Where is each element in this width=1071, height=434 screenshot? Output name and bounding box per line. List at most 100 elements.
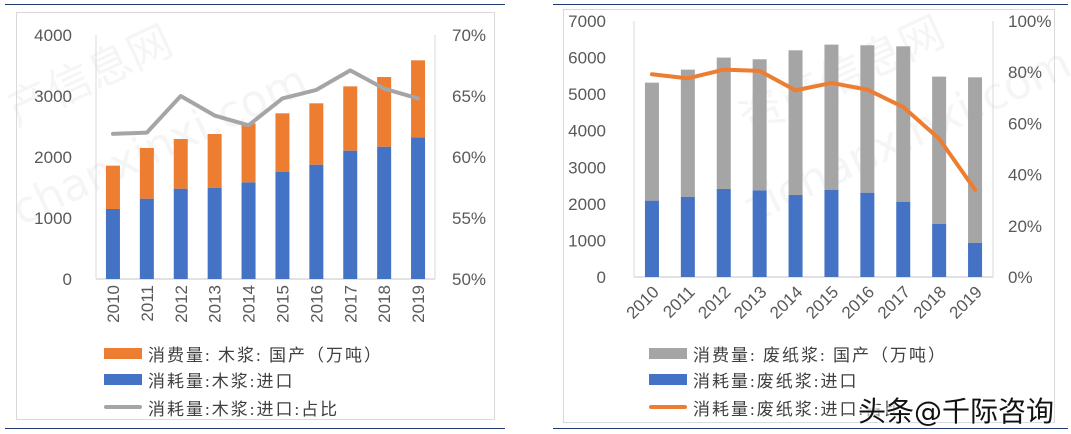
legend-label: 消费量: 木浆: 国产（万吨）	[148, 345, 383, 365]
bar-segment	[896, 201, 911, 277]
bar-segment	[716, 57, 731, 189]
ratio-line	[649, 67, 978, 192]
bar-segment	[241, 182, 256, 279]
x-tick-label: 2013	[206, 285, 225, 323]
left-tick-label: 3000	[568, 158, 606, 177]
legend-label: 消费量: 废纸浆: 国产（万吨）	[693, 345, 947, 365]
left-tick-label: 2000	[568, 195, 606, 214]
x-tick-label: 2013	[730, 282, 770, 322]
bar-segment	[105, 208, 120, 279]
legend-item: 消费量: 木浆: 国产（万吨）	[104, 342, 383, 365]
legend-item: 消耗量:废纸浆:进口:占比	[649, 396, 904, 419]
left-tick-label: 7000	[568, 12, 606, 31]
right-tick-label: 100%	[1008, 12, 1051, 31]
bar-segment	[377, 146, 392, 279]
bottom-rule	[5, 428, 505, 429]
bar-segment	[644, 200, 659, 277]
bar-segment	[139, 147, 154, 199]
bar-segment	[860, 45, 875, 193]
legend-swatch	[104, 405, 142, 409]
bar-segment	[275, 172, 290, 279]
x-tick-label: 2017	[874, 282, 914, 322]
x-tick-label: 2019	[409, 285, 428, 323]
left-tick-label: 4000	[568, 122, 606, 141]
chart-panel-waste-pulp	[563, 9, 1055, 423]
bar-segment	[896, 46, 911, 202]
x-tick-label: 2011	[138, 285, 157, 322]
bar-segment	[173, 188, 188, 279]
right-tick-label: 50%	[452, 270, 486, 289]
watermark: 头条@千际咨询	[858, 395, 1055, 428]
legend-label: 消耗量:木浆:进口	[148, 371, 295, 391]
top-rule	[553, 4, 1068, 5]
chart-panel-wood-pulp	[16, 12, 495, 420]
bar-segment	[309, 103, 324, 165]
bar-segment	[241, 123, 256, 183]
bar-segment	[716, 188, 731, 277]
legend-item: 消耗量:废纸浆:进口	[649, 368, 859, 391]
x-tick-label: 2018	[375, 285, 394, 323]
left-tick-label: 5000	[568, 85, 606, 104]
x-tick-label: 2019	[946, 282, 986, 322]
legend-swatch	[104, 373, 142, 385]
bar-segment	[343, 86, 358, 151]
right-tick-label: 65%	[452, 87, 486, 106]
x-tick-label: 2017	[341, 285, 360, 323]
bar-segment	[275, 113, 290, 173]
bar-segment	[968, 77, 983, 243]
right-tick-label: 60%	[1008, 114, 1042, 133]
left-tick-label: 1000	[34, 209, 72, 228]
bar-segment	[343, 150, 358, 279]
left-tick-label: 1000	[568, 231, 606, 250]
bar-segment	[309, 164, 324, 279]
right-tick-label: 60%	[452, 148, 486, 167]
bar-segment	[932, 76, 947, 225]
right-tick-label: 80%	[1008, 63, 1042, 82]
bar-segment	[377, 77, 392, 147]
bar-segment	[932, 224, 947, 277]
right-tick-label: 70%	[452, 26, 486, 45]
bar-segment	[968, 242, 983, 277]
left-tick-label: 2000	[34, 148, 72, 167]
right-tick-label: 0%	[1008, 268, 1033, 287]
bar-segment	[752, 190, 767, 277]
bar-segment	[860, 192, 875, 277]
x-tick-label: 2014	[766, 282, 806, 322]
x-tick-label: 2015	[273, 285, 292, 323]
bar-segment	[644, 82, 659, 201]
left-tick-label: 3000	[34, 87, 72, 106]
bar-segment	[105, 165, 120, 209]
left-tick-label: 0	[597, 268, 606, 287]
top-rule	[5, 4, 505, 5]
legend-label: 消耗量:废纸浆:进口	[693, 371, 859, 391]
x-tick-label: 2016	[307, 285, 326, 323]
bar-segment	[824, 44, 839, 190]
left-tick-label: 6000	[568, 49, 606, 68]
bar-segment	[207, 134, 222, 188]
x-tick-label: 2012	[694, 282, 734, 322]
right-tick-label: 40%	[1008, 166, 1042, 185]
left-tick-label: 0	[63, 270, 72, 289]
legend-label: 消耗量:木浆:进口:占比	[148, 399, 340, 419]
bar-segment	[207, 187, 222, 279]
bar-segment	[411, 137, 426, 279]
right-tick-label: 55%	[452, 209, 486, 228]
legend-item: 消费量: 废纸浆: 国产（万吨）	[649, 342, 947, 365]
x-tick-label: 2018	[910, 282, 950, 322]
legend-swatch	[649, 373, 687, 385]
legend-label: 消耗量:废纸浆:进口:占比	[693, 399, 904, 419]
bar-segment	[139, 198, 154, 279]
x-tick-label: 2016	[838, 282, 878, 322]
x-tick-label: 2012	[172, 285, 191, 323]
x-tick-label: 2010	[623, 282, 663, 322]
bar-segment	[173, 139, 188, 189]
x-tick-label: 2014	[240, 285, 259, 323]
bar-segment	[788, 50, 803, 195]
right-tick-label: 20%	[1008, 217, 1042, 236]
bar-segment	[680, 69, 695, 197]
bar-segment	[752, 59, 767, 191]
bottom-rule	[553, 428, 1068, 429]
legend-swatch	[104, 347, 142, 359]
bar-segment	[824, 189, 839, 277]
